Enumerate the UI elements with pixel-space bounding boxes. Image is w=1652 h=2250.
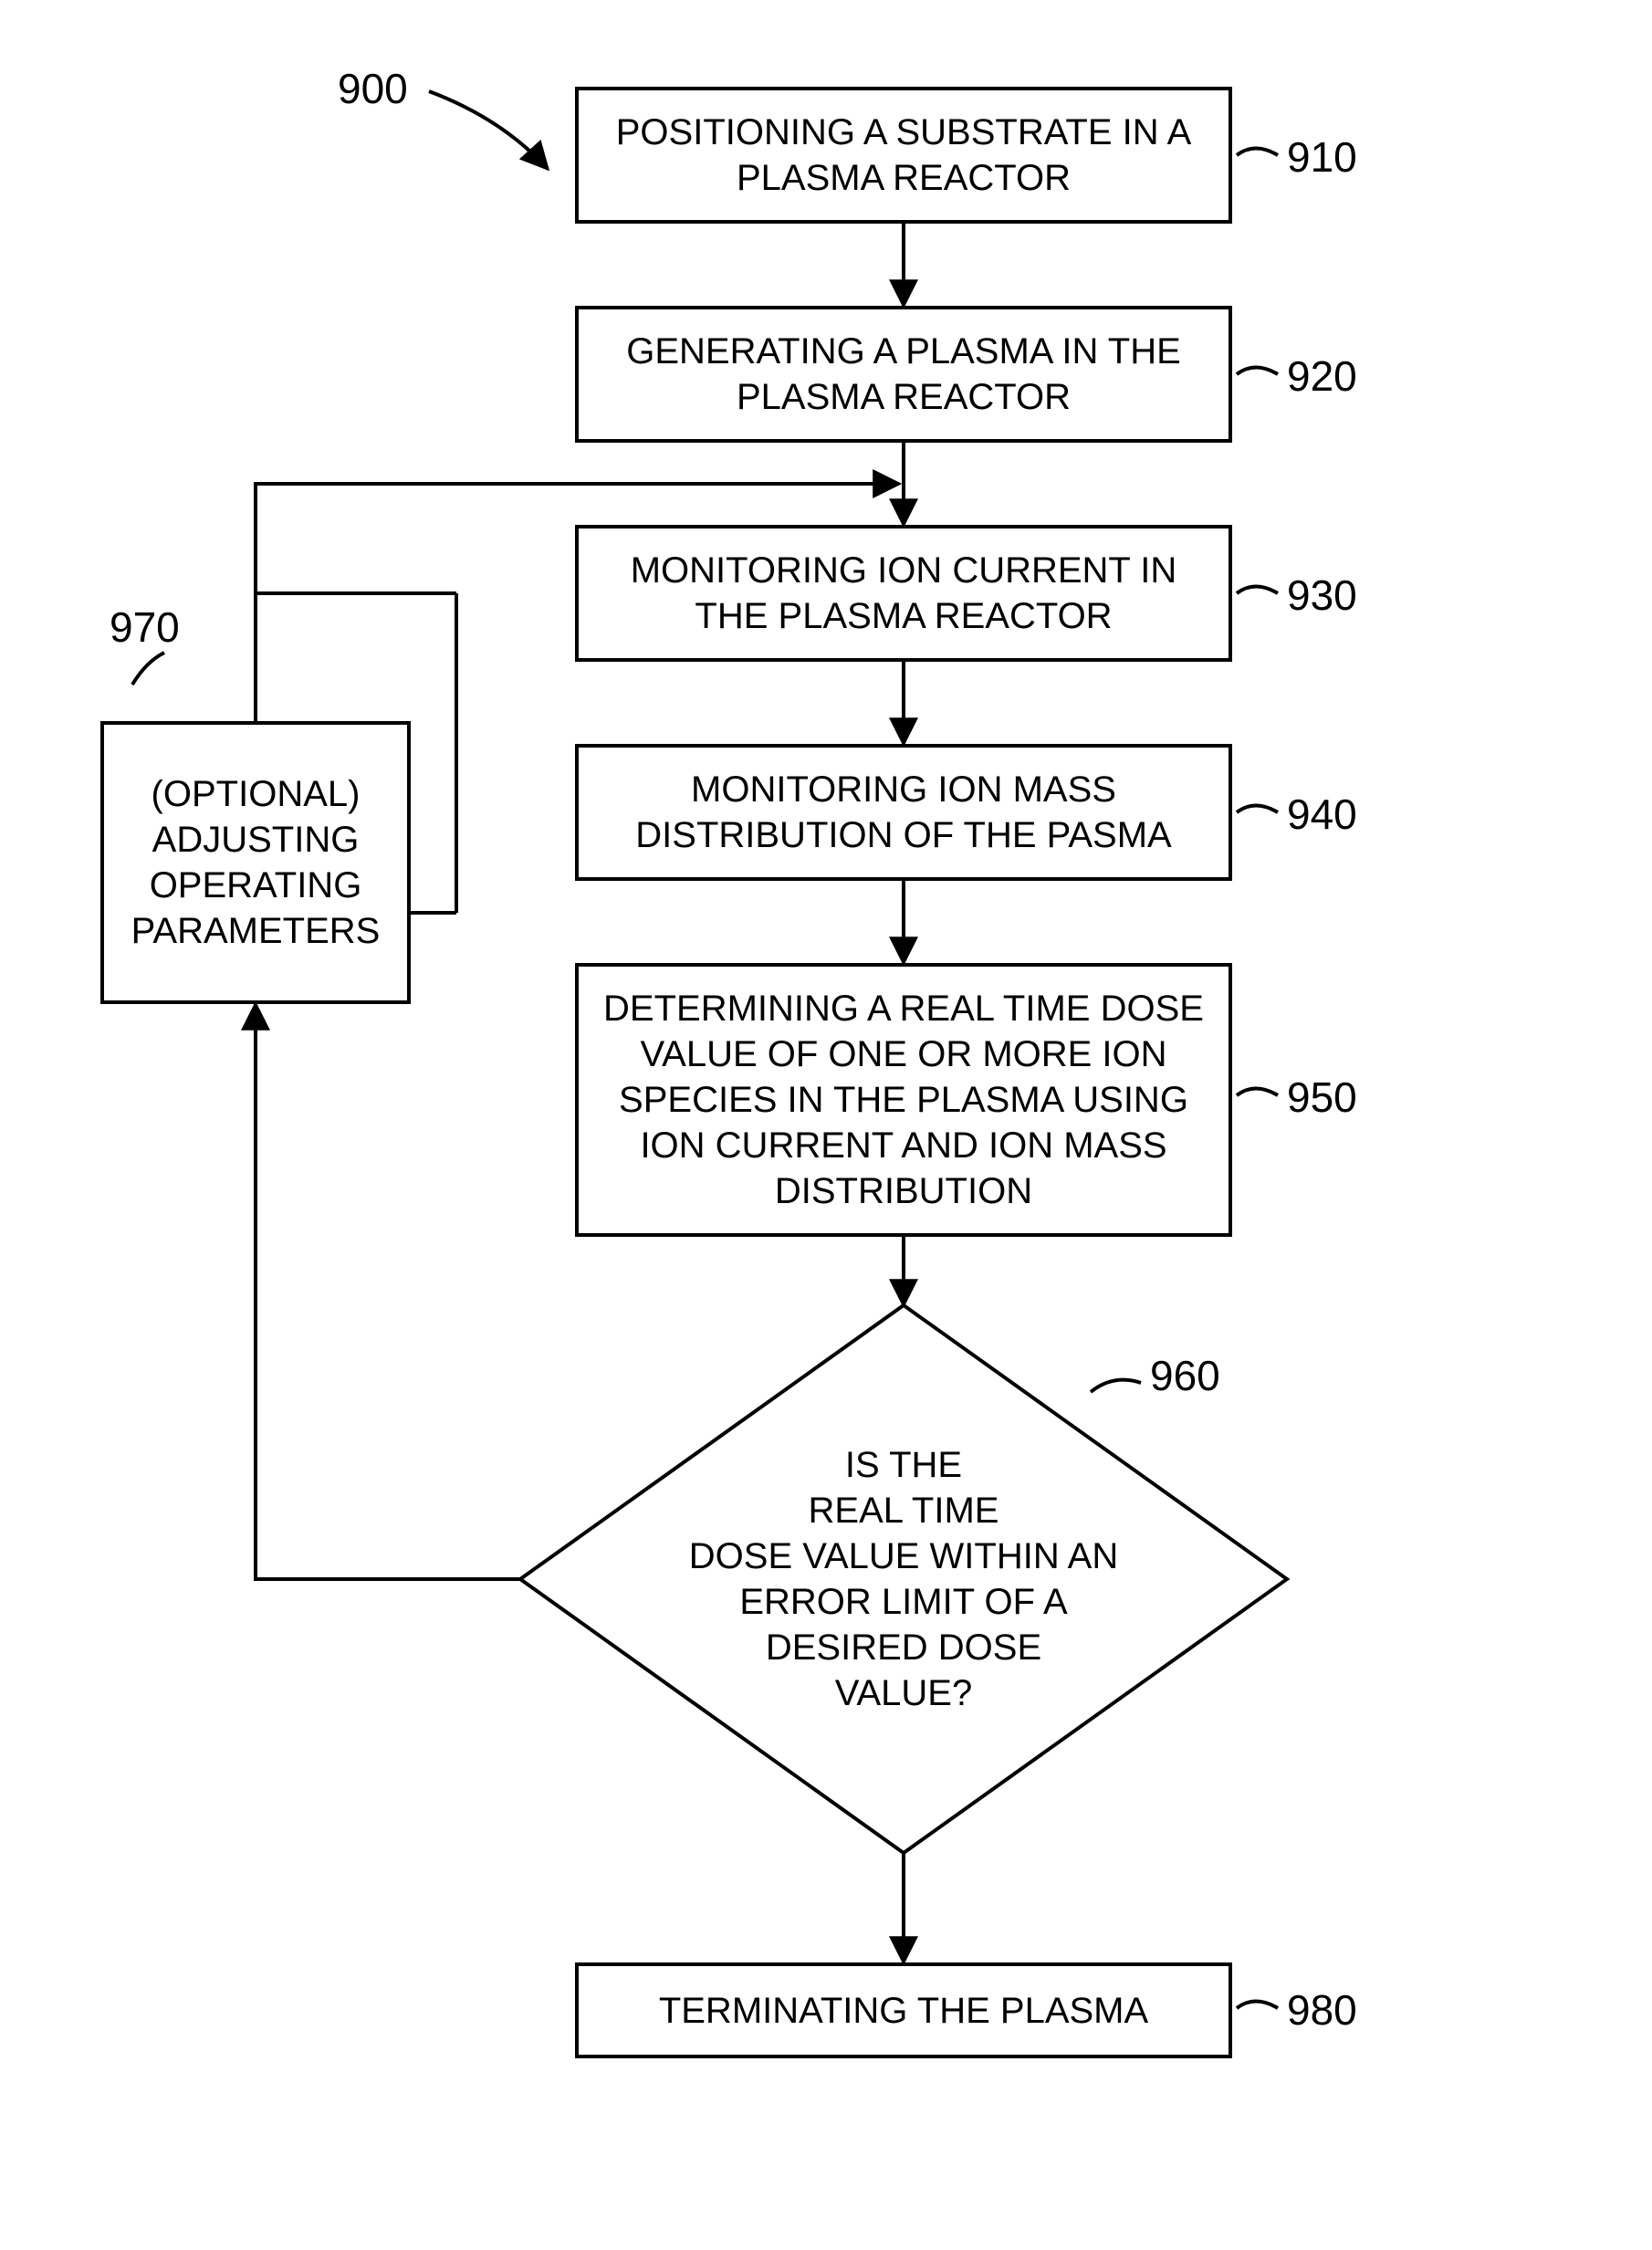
- ref-900: 900: [338, 64, 408, 113]
- ref-910: 910: [1287, 132, 1357, 182]
- step-920-text: GENERATING A PLASMA IN THE PLASMA REACTO…: [597, 329, 1210, 420]
- step-910-text: POSITIONING A SUBSTRATE IN A PLASMA REAC…: [597, 110, 1210, 201]
- step-950-text: DETERMINING A REAL TIME DOSE VALUE OF ON…: [597, 986, 1210, 1214]
- ref-960: 960: [1150, 1351, 1220, 1400]
- step-970-box: (OPTIONAL) ADJUSTING OPERATING PARAMETER…: [100, 721, 411, 1004]
- step-930-text: MONITORING ION CURRENT IN THE PLASMA REA…: [597, 548, 1210, 639]
- step-940-text: MONITORING ION MASS DISTRIBUTION OF THE …: [597, 767, 1210, 858]
- step-970-text: (OPTIONAL) ADJUSTING OPERATING PARAMETER…: [122, 771, 389, 954]
- step-950-box: DETERMINING A REAL TIME DOSE VALUE OF ON…: [575, 963, 1232, 1237]
- step-980-text: TERMINATING THE PLASMA: [659, 1988, 1148, 2034]
- ref-940: 940: [1287, 790, 1357, 839]
- decision-960-text: IS THE REAL TIME DOSE VALUE WITHIN AN ER…: [648, 1442, 1159, 1716]
- ref-950: 950: [1287, 1073, 1357, 1122]
- ref-920: 920: [1287, 351, 1357, 401]
- ref-980: 980: [1287, 1985, 1357, 2035]
- step-980-box: TERMINATING THE PLASMA: [575, 1962, 1232, 2058]
- step-910-box: POSITIONING A SUBSTRATE IN A PLASMA REAC…: [575, 87, 1232, 224]
- step-930-box: MONITORING ION CURRENT IN THE PLASMA REA…: [575, 525, 1232, 662]
- ref-970: 970: [110, 602, 180, 652]
- step-920-box: GENERATING A PLASMA IN THE PLASMA REACTO…: [575, 306, 1232, 443]
- ref-930: 930: [1287, 570, 1357, 620]
- step-940-box: MONITORING ION MASS DISTRIBUTION OF THE …: [575, 744, 1232, 881]
